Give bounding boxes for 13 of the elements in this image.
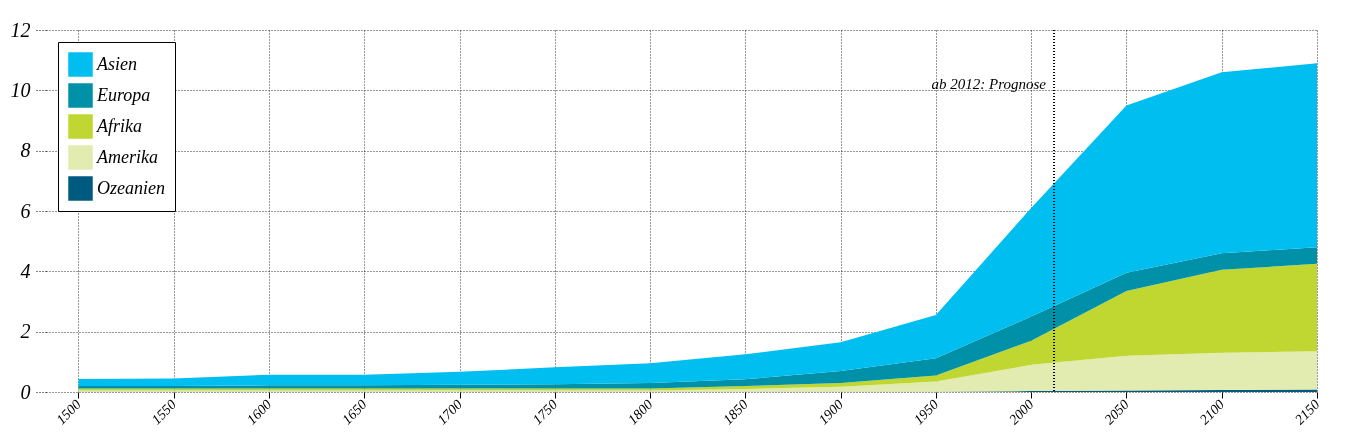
y-tick-label: 10 bbox=[10, 78, 31, 101]
y-tick-label: 12 bbox=[10, 18, 31, 41]
y-tick-label: 4 bbox=[20, 259, 31, 282]
y-tick-label: 2 bbox=[20, 320, 31, 343]
y-tick-label: 6 bbox=[20, 199, 31, 222]
y-tick-label: 8 bbox=[20, 139, 31, 162]
legend-label: Asien bbox=[96, 53, 137, 74]
legend-label: Ozeanien bbox=[97, 177, 165, 198]
legend-label: Europa bbox=[96, 84, 151, 105]
ref-line-label: ab 2012: Prognose bbox=[931, 76, 1047, 93]
y-tick-label: 0 bbox=[20, 380, 31, 403]
legend-label: Amerika bbox=[96, 146, 158, 167]
legend-label: Afrika bbox=[96, 115, 142, 136]
